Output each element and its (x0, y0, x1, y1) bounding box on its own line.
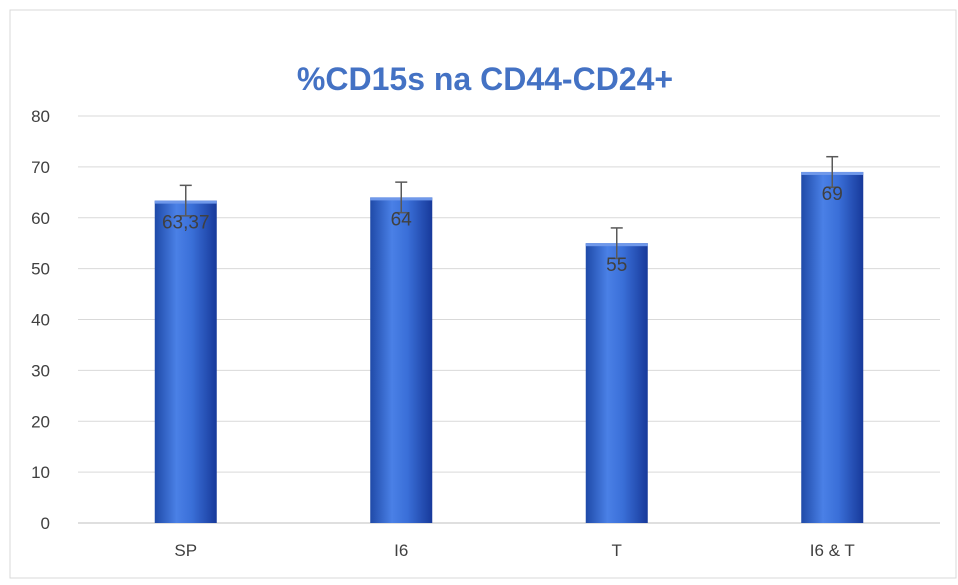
x-tick-label: SP (174, 541, 197, 560)
bar (154, 200, 217, 524)
x-tick-label: I6 & T (810, 541, 855, 560)
y-tick-label: 40 (31, 311, 50, 330)
data-label: 55 (606, 255, 627, 276)
data-label: 69 (822, 184, 843, 205)
bar (370, 197, 433, 523)
bar (801, 171, 864, 523)
y-tick-label: 50 (31, 260, 50, 279)
data-label: 64 (391, 209, 413, 230)
y-tick-label: 60 (31, 209, 50, 228)
y-tick-label: 0 (41, 514, 50, 533)
data-label: 63,37 (162, 213, 210, 234)
bar (585, 243, 648, 523)
x-tick-label: T (612, 541, 622, 560)
y-tick-label: 70 (31, 158, 50, 177)
y-tick-label: 10 (31, 463, 50, 482)
chart-title: %CD15s na CD44-CD24+ (297, 61, 673, 97)
y-tick-label: 80 (31, 107, 50, 126)
y-tick-label: 20 (31, 412, 50, 431)
x-tick-label: I6 (394, 541, 408, 560)
y-tick-label: 30 (31, 361, 50, 380)
